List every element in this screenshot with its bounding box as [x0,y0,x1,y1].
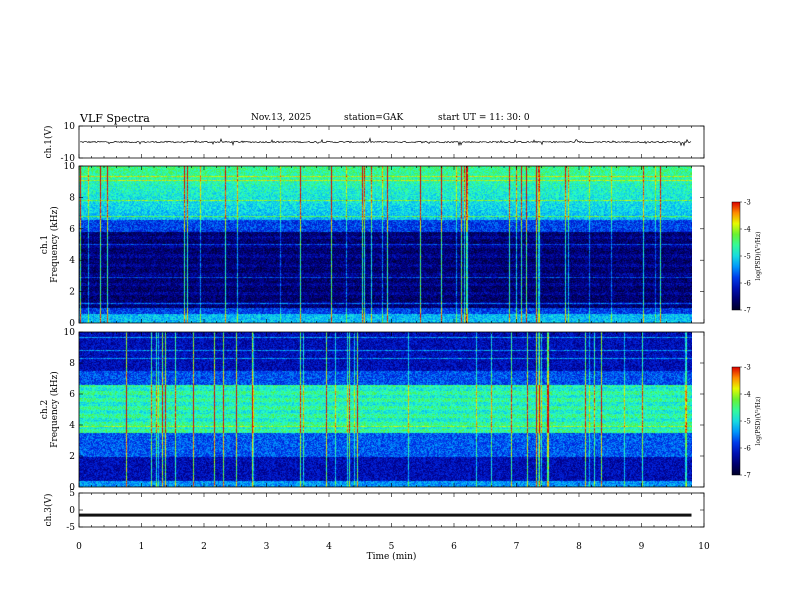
ch2-spectrogram-panel-spectrogram [79,332,692,487]
ch2-spectrogram-panel-y-tick-label: 2 [69,452,75,462]
ch2-spectrogram-panel-colorbar-label: log(PSD)(V²/Hz) [755,397,762,446]
start-time-label: start UT = 11: 30: 0 [438,113,530,123]
ch2-spectrogram-panel-colorbar-tick-label: -3 [744,364,751,372]
ch3-y-tick-label: -5 [66,523,75,533]
ch3-y-tick-label: 0 [69,506,75,516]
ch2-spectrogram-panel-colorbar-tick-label: -5 [744,418,751,426]
ch1-spectrogram-panel-colorbar-tick-label: -5 [744,253,751,261]
ch1-spectrogram-panel-ylabel-frequency: Frequency (kHz) [49,206,60,283]
x-tick-label: 3 [264,542,270,552]
ch2-spectrogram-panel-y-tick-label: 10 [64,328,76,338]
x-tick-label: 2 [201,542,207,552]
ch1-spectrogram-panel-colorbar-tick-label: -7 [744,307,751,315]
ch1-spectrogram-panel-colorbar-label: log(PSD)(V²/Hz) [755,232,762,281]
ch1-spectrogram-panel-y-tick-label: 0 [69,319,75,329]
ch1-spectrogram-panel-y-tick-label: 2 [69,288,75,298]
ch1-waveform-y-tick-label: 10 [64,122,76,132]
x-tick-label: 4 [326,542,332,552]
ch1-spectrogram-panel-colorbar-tick-label: -3 [744,199,751,207]
ch2-spectrogram-panel-colorbar [731,366,741,476]
ch1-spectrogram-panel-colorbar-tick-label: -4 [744,226,751,234]
x-tick-label: 5 [389,542,395,552]
ch2-spectrogram-panel-y-tick-label: 0 [69,483,75,493]
ch2-spectrogram-panel-colorbar-tick-label: -6 [744,445,751,453]
ch1-waveform-ylabel: ch.1(V) [43,126,54,159]
ch2-spectrogram-panel-colorbar-tick-label: -7 [744,472,751,480]
ch1-spectrogram-panel-y-tick-label: 6 [69,225,75,235]
x-tick-label: 9 [639,542,645,552]
x-tick-label: 7 [514,542,520,552]
date-label: Nov.13, 2025 [251,113,312,123]
x-axis-label: Time (min) [367,551,417,562]
x-tick-label: 10 [698,542,710,552]
ch3-signal-trace [79,513,692,517]
ch2-spectrogram-panel-ylabel-frequency: Frequency (kHz) [49,371,60,448]
ch3-y-tick-label: 5 [69,489,75,499]
ch2-spectrogram-panel-y-tick-label: 8 [69,359,75,369]
x-tick-label: 8 [576,542,582,552]
ch2-spectrogram-panel-ylabel-channel: ch.2 [40,400,50,419]
ch1-spectrogram-panel-colorbar-tick-label: -6 [744,280,751,288]
station-label: station=GAK [344,113,404,123]
ch2-spectrogram-panel-y-tick-label: 6 [69,390,75,400]
ch3-ylabel: ch.3(V) [43,494,54,527]
ch1-spectrogram-panel-colorbar [731,201,741,311]
ch1-spectrogram-panel-ylabel-channel: ch.1 [40,235,50,254]
ch1-waveform [80,137,692,147]
ch2-spectrogram-panel-y-tick-label: 4 [69,421,75,431]
ch1-spectrogram-panel-y-tick-label: 4 [69,256,75,266]
figure-title: VLF Spectra [80,112,150,125]
ch3-panel-frame [78,492,705,528]
x-tick-label: 1 [139,542,145,552]
ch1-spectrogram-panel-y-tick-label: 8 [69,193,75,203]
ch1-waveform-y-tick-label: -10 [61,154,76,164]
ch1-spectrogram-panel-spectrogram [79,166,692,323]
ch2-spectrogram-panel-colorbar-tick-label: -4 [744,391,751,399]
ch1-spectrogram-panel-y-tick-label: 10 [64,162,76,172]
x-tick-label: 6 [451,542,457,552]
x-tick-label: 0 [76,542,82,552]
